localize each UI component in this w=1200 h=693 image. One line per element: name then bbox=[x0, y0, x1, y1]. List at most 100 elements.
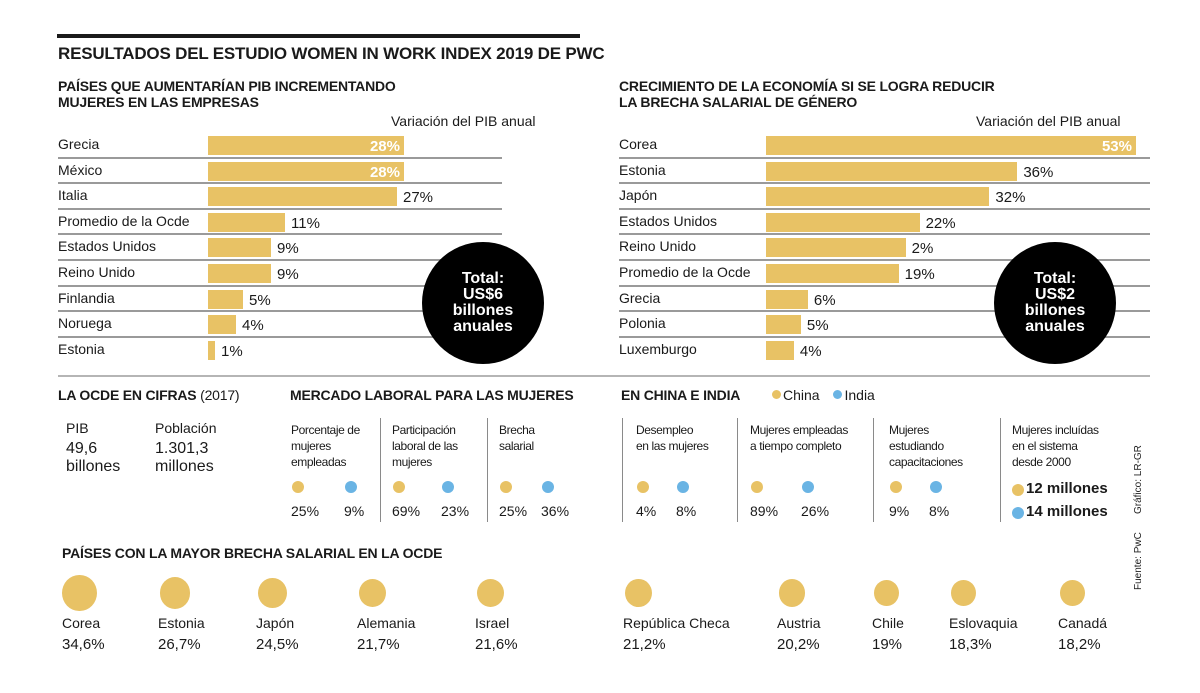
china-dot bbox=[292, 481, 304, 493]
left-bar-chart: Grecia 28% México 28% Italia 27% Promedio de l… bbox=[58, 133, 502, 365]
bar-category-label: Polonia bbox=[619, 315, 666, 332]
bar-value-label: 5% bbox=[806, 317, 829, 335]
india-value: 9% bbox=[344, 503, 365, 519]
bar bbox=[208, 212, 285, 232]
bar-category-label: Estados Unidos bbox=[619, 212, 718, 229]
item-label-line: estudiando bbox=[889, 439, 944, 453]
gap-country-label: Austria bbox=[777, 615, 821, 631]
left-chart-title-line-1: PAÍSES QUE AUMENTARÍAN PIB INCREMENTANDO bbox=[58, 78, 396, 94]
credit-fuente: Fuente: PwC bbox=[1133, 532, 1144, 590]
china-india-heading: EN CHINA E INDIA bbox=[621, 387, 741, 403]
bar-value-label: 53% bbox=[1101, 138, 1132, 155]
bar-row: Italia 27% bbox=[58, 184, 502, 210]
item-label-line: mujeres bbox=[392, 455, 432, 469]
credit-grafico: Gráfico: LR-GR bbox=[1133, 445, 1144, 514]
bar bbox=[208, 161, 404, 181]
pib-label: PIB bbox=[66, 420, 89, 436]
bar-row: Japón 32% bbox=[619, 184, 1150, 210]
india-dot bbox=[930, 481, 942, 493]
item-label-line: Desempleo bbox=[636, 423, 694, 437]
gap-bubble bbox=[359, 578, 386, 608]
bar-category-label: Estonia bbox=[58, 340, 105, 357]
india-value: 23% bbox=[441, 503, 470, 519]
total-badge-right: Total: US$2 billones anuales bbox=[994, 242, 1116, 364]
item-label-line: a tiempo completo bbox=[750, 439, 842, 453]
item-label: Brecha salarial bbox=[499, 422, 535, 454]
gap-bubble bbox=[874, 579, 900, 607]
india-value: 8% bbox=[929, 503, 950, 519]
bar bbox=[766, 264, 899, 283]
bar-row: Estonia 36% bbox=[619, 159, 1150, 185]
bar bbox=[208, 315, 236, 335]
bar bbox=[208, 289, 243, 309]
gap-country-label: Eslovaquia bbox=[949, 615, 1018, 631]
badge-line: Total: bbox=[461, 270, 505, 287]
bar bbox=[766, 187, 990, 207]
ocde-heading: LA OCDE EN CIFRAS (2017) bbox=[58, 387, 240, 403]
india-dot bbox=[542, 481, 554, 493]
item-label: Desempleo en las mujeres bbox=[636, 422, 709, 454]
bar-row: Estados Unidos 9% bbox=[58, 235, 502, 261]
bar bbox=[766, 212, 920, 232]
legend-china-label: China bbox=[783, 387, 820, 403]
column-divider bbox=[737, 418, 738, 522]
bar-row: Grecia 28% bbox=[58, 133, 502, 159]
bar-value-label: 32% bbox=[995, 189, 1026, 207]
column-divider bbox=[873, 418, 874, 522]
bar-value-label: 28% bbox=[369, 138, 400, 155]
badge-line: anuales bbox=[1025, 318, 1085, 335]
china-dot bbox=[1012, 484, 1024, 496]
bar-row: Estonia 1% bbox=[58, 338, 502, 364]
badge-line: billones bbox=[452, 302, 514, 319]
bar bbox=[766, 289, 808, 309]
bar-value-label: 4% bbox=[242, 317, 264, 335]
gap-bubble bbox=[625, 579, 652, 607]
bar-row: Corea 53% bbox=[619, 133, 1150, 159]
bar bbox=[208, 238, 271, 258]
gap-country-label: Alemania bbox=[357, 615, 416, 631]
total-badge-left: Total: US$6 billones anuales bbox=[422, 242, 544, 364]
bar-value-label: 36% bbox=[1023, 163, 1054, 181]
bar-row: Noruega 4% bbox=[58, 312, 502, 338]
bar-category-label: Grecia bbox=[619, 289, 661, 306]
bar-category-label: Luxemburgo bbox=[619, 340, 697, 357]
incluidas-label-line: en el sistema bbox=[1012, 439, 1078, 453]
column-divider bbox=[622, 418, 623, 522]
china-dot bbox=[890, 481, 902, 493]
bar-value-label: 4% bbox=[799, 342, 822, 360]
bar-row: Finlandia 5% bbox=[58, 287, 502, 313]
bar-category-label: Noruega bbox=[58, 315, 112, 332]
india-dot bbox=[442, 481, 454, 493]
item-label-line: Brecha bbox=[499, 423, 535, 437]
china-value: 89% bbox=[750, 503, 779, 519]
bar-category-label: Reino Unido bbox=[619, 238, 697, 255]
item-label-line: Participación bbox=[392, 423, 456, 437]
china-dot bbox=[393, 481, 405, 493]
india-dot bbox=[802, 481, 814, 493]
badge-line: billones bbox=[1024, 302, 1086, 319]
bar-value-label: 11% bbox=[291, 214, 320, 232]
bar-value-label: 6% bbox=[813, 291, 836, 309]
gap-value-label: 34,6% bbox=[62, 636, 105, 653]
gap-country-label: Canadá bbox=[1058, 615, 1108, 631]
gap-country-label: República Checa bbox=[623, 615, 730, 631]
china-value: 69% bbox=[392, 503, 421, 519]
bar-category-label: Corea bbox=[619, 136, 658, 152]
china-dot bbox=[637, 481, 649, 493]
item-label-line: laboral de las bbox=[392, 439, 458, 453]
incluidas-label-line: Mujeres incluídas bbox=[1012, 423, 1099, 437]
bar-row: Promedio de la Ocde 19% bbox=[619, 261, 1150, 287]
bar bbox=[766, 315, 801, 335]
bar-row: Reino Unido 2% bbox=[619, 235, 1150, 261]
right-chart-title-line-2: LA BRECHA SALARIAL DE GÉNERO bbox=[619, 94, 858, 110]
legend-india-label: India bbox=[844, 387, 875, 403]
india-value: 26% bbox=[801, 503, 830, 519]
left-chart-xlabel: Variación del PIB anual bbox=[391, 113, 536, 129]
gap-bubble bbox=[477, 578, 504, 608]
gap-value-label: 20,2% bbox=[777, 636, 820, 653]
gap-value-label: 21,7% bbox=[357, 636, 400, 653]
ocde-heading-text: LA OCDE EN CIFRAS bbox=[58, 387, 197, 403]
left-chart-title: PAÍSES QUE AUMENTARÍAN PIB INCREMENTANDO… bbox=[58, 78, 396, 110]
poblacion-label: Población bbox=[155, 420, 217, 436]
india-value: 8% bbox=[676, 503, 697, 519]
